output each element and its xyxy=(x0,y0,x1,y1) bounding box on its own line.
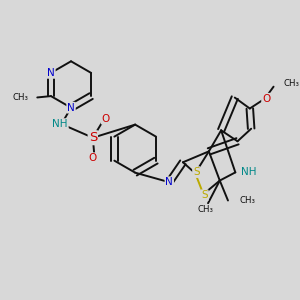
Text: CH₃: CH₃ xyxy=(283,80,299,88)
Text: S: S xyxy=(201,190,208,200)
Text: O: O xyxy=(102,114,110,124)
Text: S: S xyxy=(193,167,200,177)
Text: S: S xyxy=(89,131,97,144)
Text: CH₃: CH₃ xyxy=(239,196,255,205)
Text: N: N xyxy=(165,177,173,187)
Text: O: O xyxy=(262,94,270,104)
Text: NH: NH xyxy=(241,167,256,177)
Text: NH: NH xyxy=(52,119,68,129)
Text: N: N xyxy=(67,103,75,113)
Text: CH₃: CH₃ xyxy=(13,93,28,102)
Text: CH₃: CH₃ xyxy=(198,205,214,214)
Text: O: O xyxy=(88,153,96,163)
Text: N: N xyxy=(47,68,55,78)
